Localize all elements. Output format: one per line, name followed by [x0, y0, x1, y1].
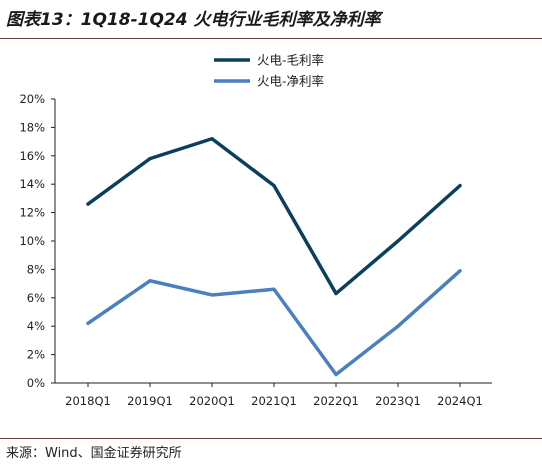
chart-header: 图表13：1Q18-1Q24 火电行业毛利率及净利率: [0, 0, 542, 40]
y-tick-label: 4%: [27, 319, 45, 333]
y-tick-label: 14%: [19, 177, 45, 191]
y-tick-label: 18%: [19, 120, 45, 134]
data-point: [148, 279, 152, 283]
data-point: [334, 292, 338, 296]
data-point: [272, 184, 276, 188]
legend-label: 火电-毛利率: [257, 53, 324, 68]
series-layer: [86, 137, 462, 377]
x-tick-label: 2018Q1: [65, 394, 111, 408]
data-point: [86, 321, 90, 325]
y-axis: 0% 2% 4% 6% 8% 10% 12% 14% 16% 18% 20%: [19, 92, 56, 390]
data-point: [458, 184, 462, 188]
series-line-0: [86, 137, 462, 296]
x-tick-label: 2024Q1: [437, 394, 483, 408]
data-point: [210, 293, 214, 297]
series-line-1: [86, 269, 462, 377]
data-point: [396, 239, 400, 243]
data-point: [458, 269, 462, 273]
x-tick-label: 2023Q1: [375, 394, 421, 408]
x-tick-label: 2021Q1: [251, 394, 297, 408]
y-tick-label: 2%: [27, 348, 45, 362]
y-tick-label: 10%: [19, 234, 45, 248]
data-point: [272, 287, 276, 291]
y-tick-label: 20%: [19, 92, 45, 106]
data-point: [334, 372, 338, 376]
data-point: [210, 137, 214, 141]
data-point: [148, 157, 152, 161]
source-note: 来源：Wind、国金证券研究所: [6, 446, 182, 461]
x-tick-label: 2020Q1: [189, 394, 235, 408]
y-tick-label: 12%: [19, 206, 45, 220]
footer-divider: [0, 438, 542, 439]
x-axis: 2018Q1 2019Q1 2020Q1 2021Q1 2022Q1 2023Q1 2024…: [55, 382, 492, 408]
y-tick-label: 16%: [19, 149, 45, 163]
legend-label: 火电-净利率: [257, 74, 324, 89]
data-point: [396, 324, 400, 328]
chart-title: 图表13：1Q18-1Q24 火电行业毛利率及净利率: [6, 10, 381, 30]
x-tick-label: 2019Q1: [127, 394, 173, 408]
y-tick-label: 8%: [27, 262, 45, 276]
x-tick-label: 2022Q1: [313, 394, 359, 408]
y-tick-label: 0%: [27, 376, 45, 390]
data-point: [86, 202, 90, 206]
title-divider: [0, 38, 542, 39]
y-tick-label: 6%: [27, 291, 45, 305]
